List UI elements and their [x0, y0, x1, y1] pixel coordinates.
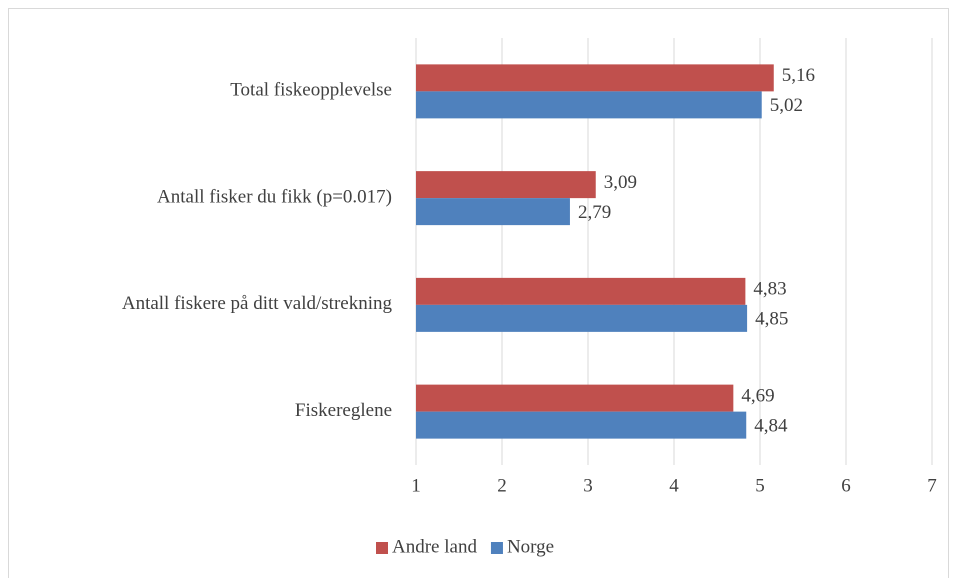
bar — [416, 91, 762, 119]
legend-swatch — [376, 542, 388, 554]
value-label: 4,83 — [753, 279, 786, 300]
bar — [416, 198, 570, 226]
value-label: 2,79 — [578, 202, 611, 223]
legend-swatch — [490, 542, 503, 554]
x-tick-label: 4 — [669, 475, 679, 496]
x-tick-label: 2 — [497, 475, 507, 496]
bar — [416, 411, 747, 439]
bar — [416, 304, 748, 332]
x-tick-label: 7 — [927, 475, 937, 496]
x-tick-label: 1 — [411, 475, 421, 496]
value-label: 4,84 — [754, 415, 788, 436]
value-label: 3,09 — [604, 172, 637, 193]
x-tick-label: 3 — [583, 475, 593, 496]
bar — [416, 277, 746, 305]
y-tick-label: Total fiskeopplevelse — [230, 80, 392, 101]
y-tick-label: Antall fisker du fikk (p=0.017) — [157, 186, 392, 207]
legend-label: Andre land — [392, 536, 477, 557]
bar — [416, 64, 774, 92]
value-label: 5,02 — [770, 95, 803, 116]
value-label: 4,85 — [755, 309, 788, 330]
legend-label: Norge — [507, 536, 554, 557]
y-tick-label: Antall fiskere på ditt vald/strekning — [122, 293, 393, 314]
value-label: 5,16 — [782, 65, 815, 86]
bar — [416, 171, 596, 199]
value-label: 4,69 — [741, 385, 774, 406]
x-tick-label: 6 — [841, 475, 851, 496]
x-tick-label: 5 — [755, 475, 765, 496]
y-tick-label: Fiskereglene — [295, 400, 392, 421]
bar — [416, 384, 734, 412]
